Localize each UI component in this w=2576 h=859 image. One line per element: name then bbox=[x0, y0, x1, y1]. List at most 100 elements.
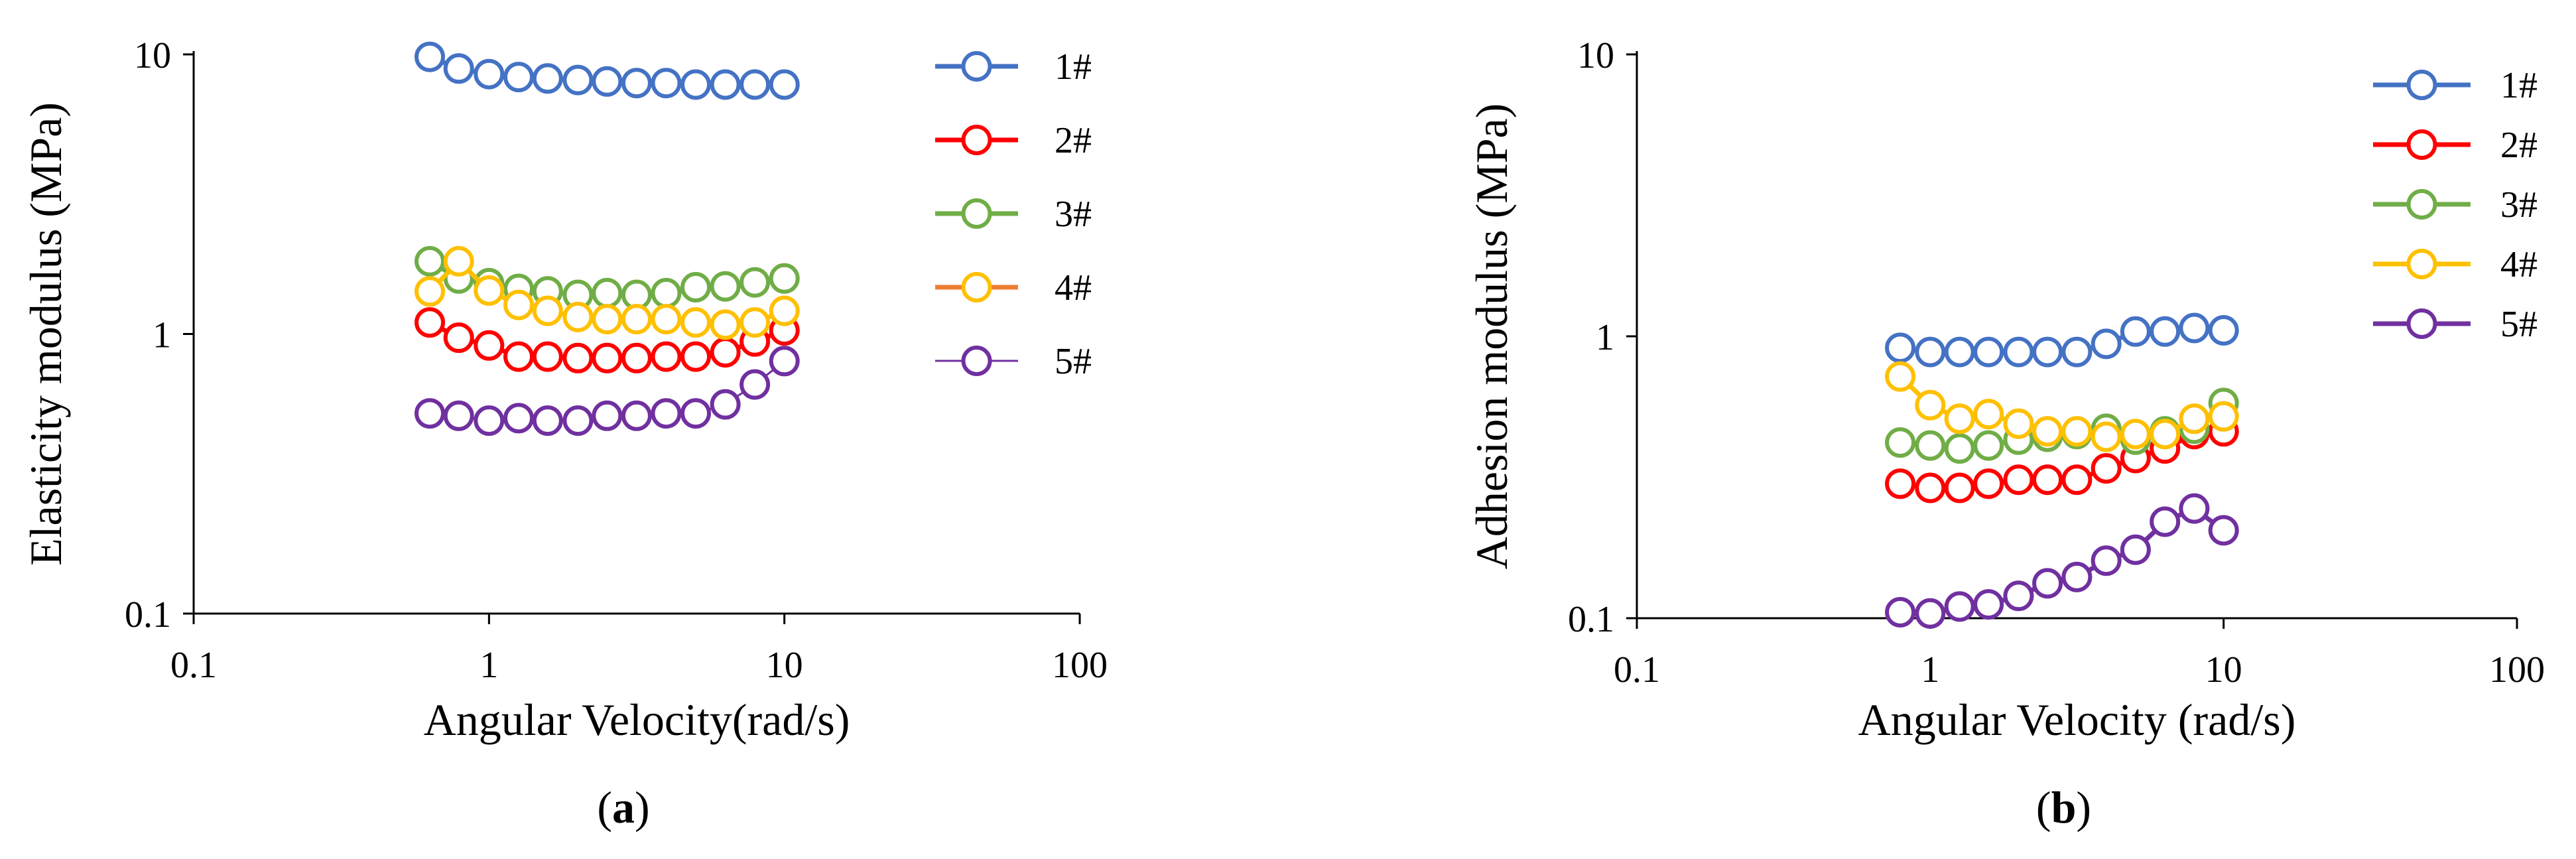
data-point bbox=[2061, 561, 2093, 592]
data-point bbox=[2091, 328, 2122, 360]
data-point bbox=[474, 405, 505, 436]
data-point bbox=[1885, 597, 1916, 628]
data-point bbox=[2091, 545, 2122, 576]
data-point bbox=[1944, 472, 1975, 503]
legend-label: 2# bbox=[1055, 120, 1092, 161]
data-point bbox=[740, 307, 771, 338]
legend-swatch-marker bbox=[961, 272, 992, 302]
legend-label: 5# bbox=[2500, 304, 2538, 345]
data-point bbox=[740, 69, 771, 100]
data-point bbox=[474, 58, 505, 90]
caption-open: ( bbox=[597, 782, 612, 832]
y-tick-label: 1 bbox=[1596, 317, 1614, 358]
data-point bbox=[415, 307, 445, 338]
data-point bbox=[651, 398, 682, 429]
data-point bbox=[651, 68, 682, 99]
data-point bbox=[562, 301, 594, 332]
legend-label: 5# bbox=[1055, 341, 1092, 382]
data-point bbox=[443, 400, 474, 431]
data-point bbox=[1885, 468, 1916, 499]
data-point bbox=[1973, 430, 2004, 461]
data-point bbox=[740, 267, 771, 298]
data-point bbox=[769, 69, 800, 100]
y-axis-title: Elasticity modulus (MPa) bbox=[21, 102, 71, 566]
x-axis-title: Angular Velocity(rad/s) bbox=[424, 694, 850, 745]
data-point bbox=[415, 276, 445, 307]
data-point bbox=[592, 277, 623, 308]
x-tick-label: 100 bbox=[2489, 649, 2545, 691]
data-point bbox=[710, 389, 741, 420]
data-point bbox=[651, 341, 682, 372]
data-point bbox=[1915, 598, 1946, 629]
x-tick-label: 10 bbox=[766, 645, 803, 686]
data-point bbox=[1915, 336, 1946, 367]
data-point bbox=[769, 295, 800, 326]
legend-swatch-marker bbox=[2406, 129, 2437, 160]
data-point bbox=[621, 68, 652, 99]
data-point bbox=[1973, 399, 2004, 430]
caption-close: ) bbox=[2076, 782, 2091, 832]
x-tick-label: 0.1 bbox=[1614, 649, 1660, 691]
data-point bbox=[2091, 421, 2122, 452]
legend: 1# 2# 3# 4# 5# bbox=[935, 46, 1092, 382]
data-point bbox=[1915, 472, 1946, 503]
legend-item: 5# bbox=[2373, 304, 2538, 345]
data-point bbox=[592, 304, 623, 335]
data-point bbox=[1885, 332, 1916, 363]
x-tick-label: 0.1 bbox=[170, 645, 217, 686]
data-point bbox=[1915, 389, 1946, 421]
data-point bbox=[532, 295, 563, 326]
data-point bbox=[1944, 433, 1975, 464]
data-point bbox=[532, 63, 563, 94]
data-point bbox=[562, 64, 594, 96]
panel-caption: (a) bbox=[597, 782, 649, 832]
data-point bbox=[1944, 336, 1975, 367]
data-point bbox=[710, 337, 741, 368]
data-point bbox=[1973, 589, 2004, 620]
data-point bbox=[415, 245, 445, 277]
legend-label: 3# bbox=[2500, 184, 2538, 226]
legend-swatch-marker bbox=[961, 125, 992, 155]
legend-item: 1# bbox=[2373, 65, 2538, 106]
legend-item: 3# bbox=[2373, 184, 2538, 226]
data-point bbox=[532, 405, 563, 436]
data-point bbox=[1885, 361, 1916, 392]
data-point bbox=[2003, 408, 2034, 439]
data-point bbox=[1944, 591, 1975, 622]
data-point bbox=[680, 307, 711, 338]
data-point bbox=[2091, 453, 2122, 484]
data-point bbox=[2150, 316, 2181, 347]
legend-label: 3# bbox=[1055, 194, 1092, 235]
data-point bbox=[1944, 403, 1975, 434]
legend-label: 4# bbox=[1055, 267, 1092, 308]
data-point bbox=[443, 53, 474, 84]
legend-swatch-marker bbox=[961, 346, 992, 376]
legend-item: 4# bbox=[935, 267, 1092, 308]
series-4 bbox=[1885, 361, 2239, 452]
caption-letter: a bbox=[612, 782, 635, 832]
data-point bbox=[592, 400, 623, 431]
data-point bbox=[443, 322, 474, 354]
data-point bbox=[1973, 336, 2004, 367]
data-point bbox=[503, 289, 534, 320]
legend-swatch-marker bbox=[2406, 189, 2437, 220]
data-point bbox=[710, 69, 741, 100]
data-point bbox=[2003, 580, 2034, 612]
data-point bbox=[503, 341, 534, 372]
data-point bbox=[1885, 427, 1916, 458]
legend-swatch-marker bbox=[961, 198, 992, 229]
legend-label: 1# bbox=[1055, 46, 1092, 88]
data-point bbox=[680, 341, 711, 372]
data-point bbox=[710, 271, 741, 302]
legend-label: 4# bbox=[2500, 244, 2538, 285]
data-point bbox=[503, 62, 534, 93]
x-tick-label: 100 bbox=[1052, 645, 1108, 686]
y-tick-label: 10 bbox=[134, 35, 171, 76]
series-1 bbox=[415, 41, 800, 100]
data-point bbox=[2120, 419, 2151, 450]
data-point bbox=[562, 342, 594, 373]
chart-a: 0.1 1 10 0.1 1 10 100 Elasticity modulus (MPa) A… bbox=[21, 35, 1108, 832]
legend-swatch-marker bbox=[2406, 249, 2437, 279]
series-1 bbox=[1885, 312, 2239, 367]
data-point bbox=[2179, 493, 2210, 524]
